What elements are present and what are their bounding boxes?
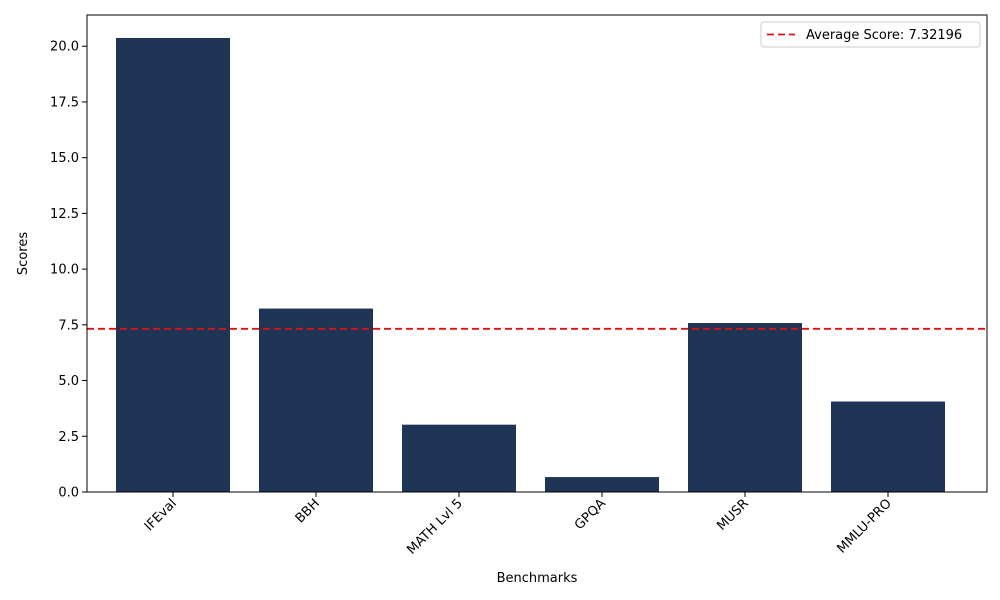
plot-frame bbox=[86, 14, 988, 493]
bars-group bbox=[116, 37, 945, 493]
y-tick-label: 15.0 bbox=[50, 151, 79, 166]
y-tick-label: 20.0 bbox=[50, 40, 79, 55]
y-tick-label: 2.5 bbox=[58, 430, 79, 445]
x-axis-title: Benchmarks bbox=[497, 571, 578, 586]
bar-bbh bbox=[259, 308, 373, 492]
bar-math-lvl-5 bbox=[402, 424, 516, 492]
legend: Average Score: 7.32196 bbox=[760, 21, 981, 48]
legend-box bbox=[760, 21, 981, 48]
bar-gpqa bbox=[545, 477, 659, 492]
bar-musr bbox=[688, 323, 802, 492]
y-tick-label: 5.0 bbox=[58, 374, 79, 389]
bar-mmlu-pro bbox=[831, 401, 945, 492]
y-axis-title: Scores bbox=[16, 232, 31, 275]
y-axis: 0.0 2.5 5.0 7.5 10.0 12.5 15.0 17.5 20.0 bbox=[50, 40, 87, 501]
y-tick-label: 0.0 bbox=[58, 486, 79, 501]
y-tick-label: 17.5 bbox=[50, 95, 79, 110]
bar-ifeval bbox=[116, 37, 230, 493]
y-tick-label: 7.5 bbox=[58, 318, 79, 333]
y-tick-label: 12.5 bbox=[50, 207, 79, 222]
y-tick-label: 10.0 bbox=[50, 263, 79, 278]
legend-label-average: Average Score: 7.32196 bbox=[806, 28, 962, 43]
